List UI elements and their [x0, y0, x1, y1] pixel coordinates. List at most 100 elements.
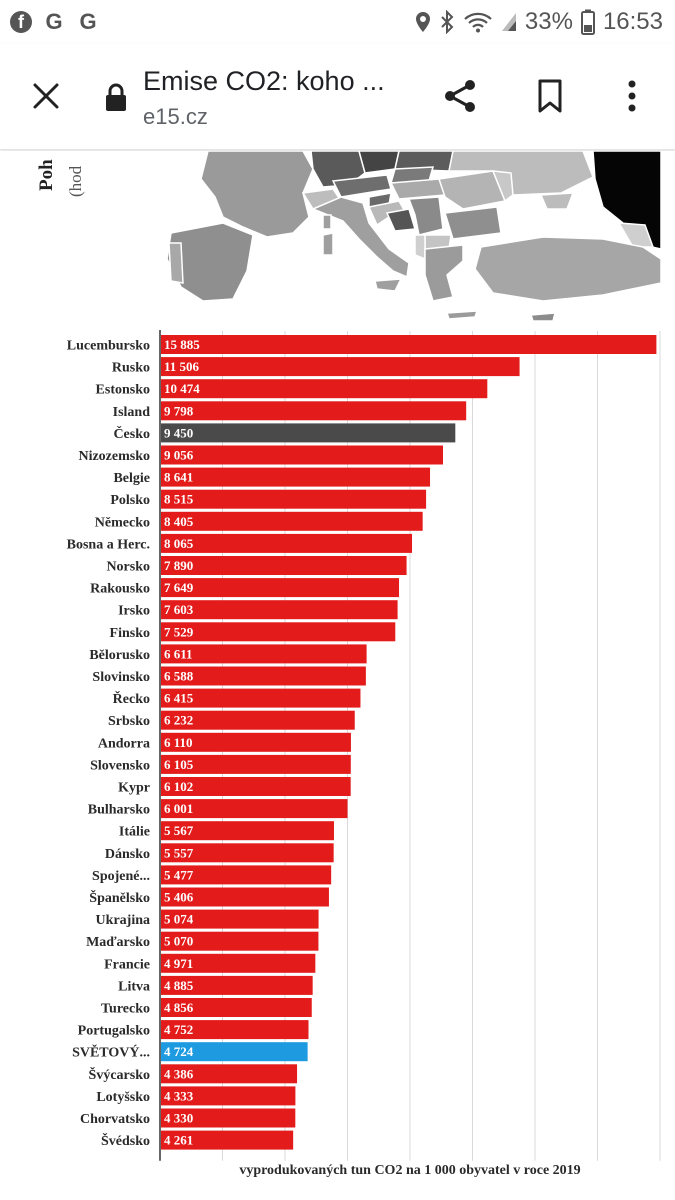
value-label: 5 477: [164, 867, 194, 882]
value-label: 4 724: [164, 1044, 194, 1059]
bookmark-icon: [538, 79, 562, 113]
location-icon: [415, 11, 431, 33]
chart-heading-subtitle: (hod: [66, 165, 85, 197]
map-georgia: [617, 222, 655, 248]
map-corsica: [322, 214, 332, 230]
bar: [161, 445, 443, 465]
category-label: Maďarsko: [86, 935, 150, 950]
category-label: Nizozemsko: [78, 449, 150, 464]
bar: [161, 533, 413, 553]
chart-heading: Poh (hod: [14, 151, 85, 201]
bar: [161, 357, 520, 377]
value-label: 6 102: [164, 779, 193, 794]
map-austria: [331, 174, 392, 198]
category-label: Island: [113, 405, 151, 420]
category-label: Norsko: [106, 560, 150, 575]
value-label: 6 588: [164, 669, 194, 684]
page-title[interactable]: Emise CO2: koho ...: [143, 66, 385, 96]
category-label: Bulharsko: [88, 803, 150, 818]
clock: 16:53: [602, 8, 663, 35]
value-label: 7 649: [164, 580, 194, 595]
article-content: Poh (hod: [0, 151, 675, 1200]
page-domain[interactable]: e15.cz: [143, 104, 208, 129]
category-label: Itálie: [119, 825, 150, 840]
category-label: Švédsko: [101, 1132, 150, 1149]
category-label: Andorra: [98, 736, 150, 751]
bar: [161, 887, 329, 907]
category-label: Spojené...: [92, 869, 150, 884]
category-label: Rakousko: [90, 582, 150, 597]
value-label: 8 515: [164, 492, 194, 507]
value-label: 4 261: [164, 1133, 193, 1148]
category-label: Finsko: [110, 626, 150, 641]
value-label: 7 529: [164, 624, 194, 639]
browser-toolbar: Emise CO2: koho ... e15.cz: [0, 44, 675, 150]
value-label: 5 074: [164, 912, 194, 927]
value-label: 5 557: [164, 845, 194, 860]
category-label: Švýcarsko: [89, 1066, 150, 1083]
value-label: 11 506: [164, 359, 200, 374]
google-icon: G: [79, 9, 97, 34]
map-bosnia: [385, 208, 416, 232]
category-label: Francie: [104, 957, 150, 972]
value-label: 4 333: [164, 1088, 194, 1103]
value-label: 10 474: [164, 381, 200, 396]
value-label: 15 885: [164, 337, 200, 352]
category-label: Irsko: [118, 604, 150, 619]
value-label: 7 603: [164, 602, 194, 617]
bar: [161, 843, 334, 863]
bar: [161, 799, 348, 819]
category-label: Kypr: [118, 781, 150, 796]
category-label: Slovinsko: [92, 670, 150, 685]
value-label: 8 405: [164, 514, 194, 529]
bluetooth-icon: [439, 10, 455, 34]
category-label: Estonsko: [96, 383, 150, 398]
status-bar: f G G 33% 16:53: [0, 0, 675, 44]
value-label: 5 406: [164, 890, 194, 905]
bar: [161, 1020, 309, 1040]
share-button[interactable]: [438, 74, 482, 118]
category-label: Česko: [113, 425, 150, 442]
bar: [161, 1108, 296, 1128]
value-label: 4 856: [164, 1000, 194, 1015]
battery-icon: [580, 9, 595, 35]
bar: [161, 556, 407, 575]
category-label: Rusko: [112, 361, 150, 376]
category-label: Ukrajina: [96, 913, 150, 928]
facebook-icon: f: [10, 11, 32, 33]
close-icon: [33, 83, 59, 109]
bar: [161, 953, 316, 973]
lock-icon: [104, 82, 128, 112]
value-label: 6 232: [164, 713, 193, 728]
battery-percent: 33%: [524, 8, 573, 35]
value-label: 4 971: [164, 956, 193, 971]
system-icons: 33% 16:53: [415, 8, 663, 36]
map-bulgaria: [444, 206, 502, 240]
value-label: 4 752: [164, 1022, 193, 1037]
bar: [161, 1042, 308, 1062]
signal-icon: [501, 11, 517, 33]
category-label: Bělorusko: [89, 648, 150, 663]
category-label: Španělsko: [89, 889, 150, 906]
map-france: [200, 151, 314, 238]
map-moldova: [491, 170, 514, 203]
map-ukraine: [448, 151, 594, 196]
bookmark-button[interactable]: [528, 74, 572, 118]
close-button[interactable]: [26, 76, 66, 116]
bar: [161, 401, 467, 421]
x-axis-label: vyprodukovaných tun CO2 na 1 000 obyvate…: [239, 1163, 580, 1178]
value-label: 8 641: [164, 470, 193, 485]
category-label: Slovensko: [90, 758, 150, 773]
bar: [161, 622, 396, 642]
chart-bars: Lucembursko 15 885 Rusko 11 506 Estonsko 10 4…: [67, 335, 657, 1150]
bar: [161, 1130, 294, 1150]
notification-icons: f G G: [10, 9, 100, 34]
category-label: Polsko: [110, 493, 150, 508]
map-turkey: [474, 236, 661, 302]
category-label: Litva: [118, 979, 150, 994]
more-options-button[interactable]: [610, 74, 654, 118]
bar: [161, 335, 657, 354]
map-czechia: [358, 151, 400, 174]
bar: [161, 511, 423, 531]
bar: [161, 379, 488, 399]
